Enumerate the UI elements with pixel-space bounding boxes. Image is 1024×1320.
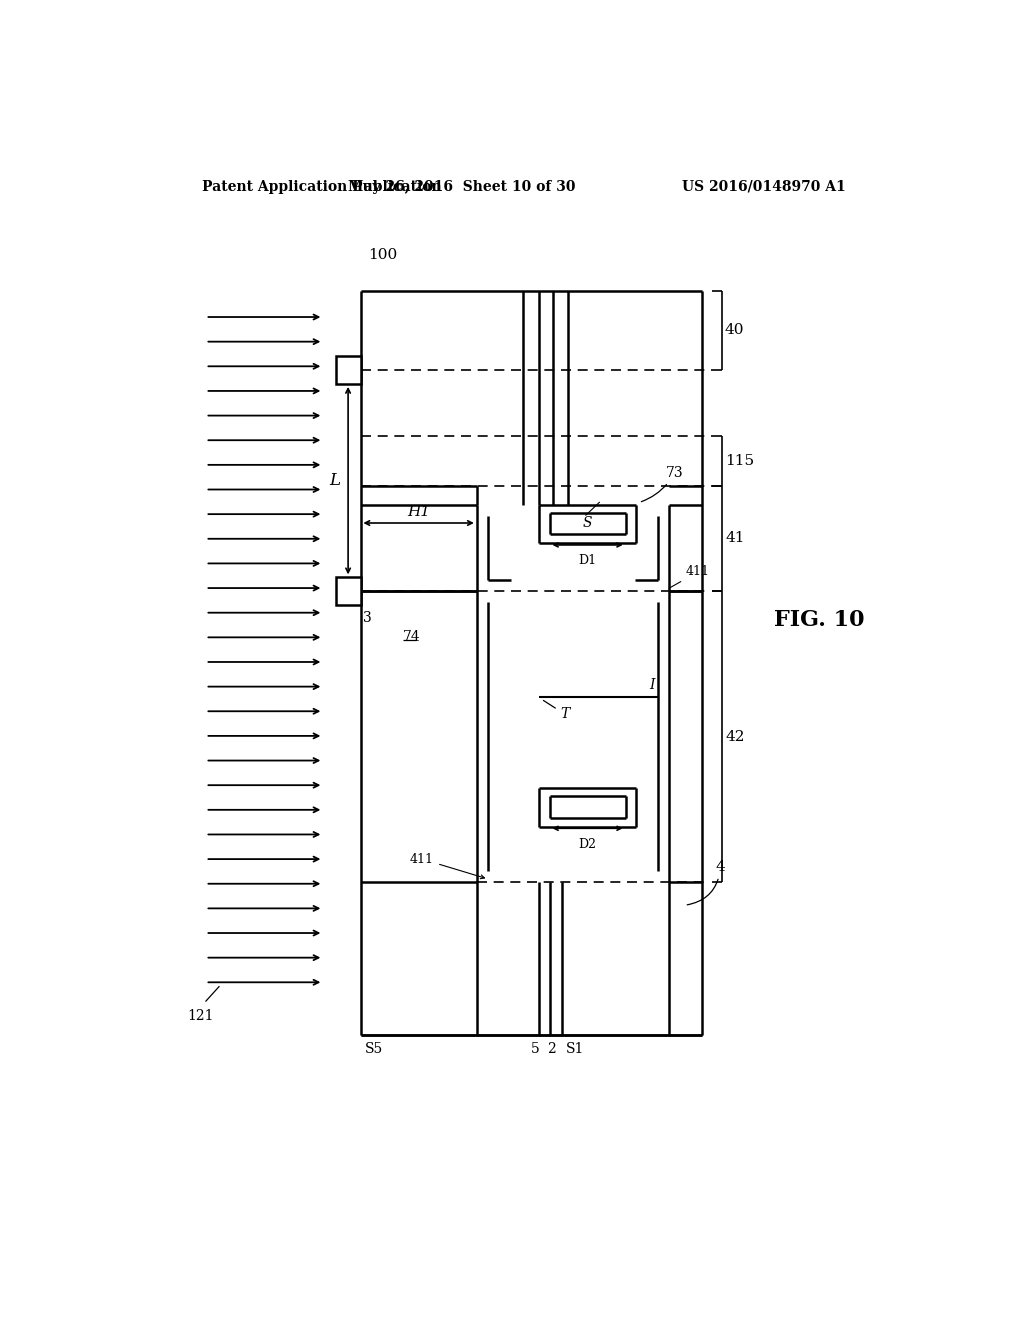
Text: 2: 2 [548,1043,556,1056]
Text: 74: 74 [403,630,421,644]
Text: S: S [583,516,592,531]
Text: 411: 411 [669,565,710,589]
Text: May 26, 2016  Sheet 10 of 30: May 26, 2016 Sheet 10 of 30 [347,180,575,194]
Text: I: I [649,678,654,692]
Text: FIG. 10: FIG. 10 [774,610,864,631]
Text: 73: 73 [641,466,683,502]
Text: 100: 100 [369,248,397,261]
Bar [336,577,360,605]
Text: D2: D2 [579,838,597,850]
Text: H1: H1 [408,506,430,519]
Text: 40: 40 [725,323,744,338]
Text: 411: 411 [411,853,484,879]
Bar [336,356,360,384]
Text: 115: 115 [725,454,754,467]
Text: 5: 5 [531,1043,540,1056]
Text: S5: S5 [365,1043,383,1056]
Text: 42: 42 [726,730,745,743]
Text: 4: 4 [687,859,725,904]
Text: US 2016/0148970 A1: US 2016/0148970 A1 [682,180,846,194]
Text: 121: 121 [186,1010,213,1023]
Text: T: T [544,701,569,721]
Text: L: L [330,473,340,490]
Text: 3: 3 [362,611,372,626]
Text: Patent Application Publication: Patent Application Publication [202,180,441,194]
Text: S1: S1 [566,1043,585,1056]
Text: 41: 41 [726,532,745,545]
Text: D1: D1 [579,554,597,568]
